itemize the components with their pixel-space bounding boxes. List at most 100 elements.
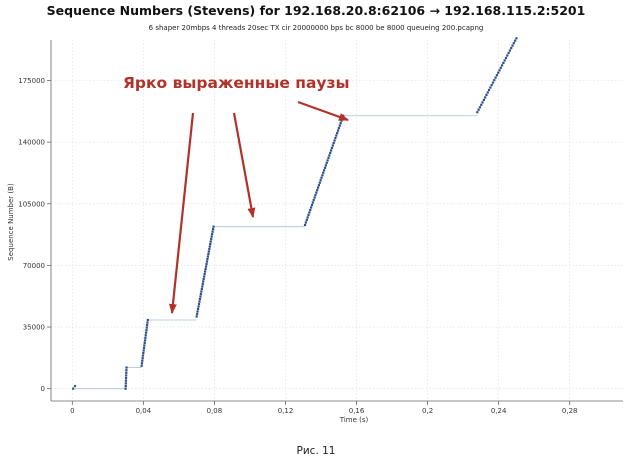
data-point: [207, 250, 210, 253]
data-point: [202, 280, 205, 283]
data-point: [342, 114, 345, 117]
data-point: [202, 277, 205, 281]
annotation-arrow-1: [168, 112, 195, 314]
chart-title: Sequence Numbers (Stevens) for 192.168.2…: [46, 3, 586, 18]
data-point: [198, 300, 201, 303]
annotation-text: Ярко выраженные паузы: [123, 74, 350, 92]
figure-caption: Рис. 11: [296, 445, 336, 457]
data-point: [206, 257, 209, 261]
data-point: [514, 39, 517, 42]
data-point: [304, 221, 307, 224]
y-tick-label: 105000: [18, 200, 45, 208]
data-point: [207, 253, 210, 256]
data-point: [204, 270, 207, 273]
data-point: [323, 169, 326, 172]
data-point: [335, 134, 338, 137]
data-point: [204, 265, 208, 268]
data-point: [310, 206, 313, 209]
data-point: [146, 323, 149, 327]
data-point: [515, 37, 518, 40]
data-point: [319, 179, 322, 182]
y-ticks: 0 35000 70000 105000 140000 175000: [18, 77, 51, 393]
data-point: [502, 61, 505, 64]
data-point: [199, 292, 202, 296]
data-point: [477, 108, 480, 111]
data-point: [201, 285, 204, 288]
data-point: [503, 59, 506, 62]
data-point: [208, 248, 211, 251]
data-point: [506, 54, 509, 57]
x-tick-label: 0: [70, 407, 74, 415]
data-point: [329, 149, 333, 152]
data-point: [212, 225, 215, 228]
data-point: [328, 154, 331, 157]
data-point: [199, 295, 202, 298]
data-point: [124, 387, 127, 390]
data-point: [211, 228, 215, 231]
data-point: [512, 42, 515, 45]
data-point: [339, 122, 342, 125]
data-point: [303, 223, 307, 227]
data-point: [310, 203, 314, 207]
data-point: [485, 93, 488, 97]
x-ticks: 0 0,04 0,08 0,12 0,16 0,2 0,24 0,28: [70, 401, 578, 415]
data-point: [124, 384, 127, 388]
data-point: [144, 334, 147, 337]
data-point: [196, 307, 200, 311]
data-point: [490, 83, 493, 87]
data-point: [306, 216, 309, 219]
data-point: [311, 201, 314, 204]
sequence-chart: 0 0,04 0,08 0,12 0,16 0,2 0,24 0,28 0 35000 70000…: [7, 37, 623, 424]
data-point: [140, 362, 144, 365]
data-point: [500, 64, 504, 67]
data-point: [329, 151, 332, 155]
data-point: [208, 245, 211, 248]
annotation-arrow-2: [232, 112, 256, 218]
data-point: [495, 74, 498, 77]
data-point: [197, 302, 201, 306]
data-point: [336, 129, 340, 132]
data-point: [323, 166, 327, 169]
annotation: Ярко выраженные паузы: [123, 74, 350, 314]
data-point: [317, 184, 321, 187]
data-point: [203, 272, 206, 276]
data-point: [72, 387, 75, 390]
data-point: [325, 161, 328, 164]
data-point: [125, 369, 128, 372]
x-tick-label: 0,24: [491, 407, 507, 415]
data-point: [124, 379, 128, 382]
data-point: [336, 131, 339, 135]
data-point: [309, 208, 312, 212]
data-point: [334, 136, 337, 140]
data-point: [144, 336, 147, 339]
data-point: [491, 81, 495, 84]
data-point: [326, 159, 329, 162]
data-point: [211, 233, 214, 236]
pause-lines: [74, 115, 478, 390]
annotation-arrow-3: [297, 100, 349, 122]
data-point: [210, 235, 213, 238]
data-point: [320, 176, 323, 179]
data-point: [511, 44, 514, 47]
data-point: [124, 377, 128, 380]
y-tick-label: 140000: [18, 139, 45, 147]
data-point: [211, 230, 214, 233]
x-tick-label: 0,12: [278, 407, 294, 415]
data-point: [125, 374, 128, 377]
data-point: [332, 141, 335, 145]
data-point: [330, 146, 334, 150]
data-point: [498, 69, 501, 72]
data-point: [312, 198, 315, 202]
data-point: [144, 331, 148, 334]
y-tick-label: 175000: [18, 77, 45, 85]
y-tick-label: 0: [41, 385, 45, 393]
data-point: [497, 71, 500, 74]
data-point: [316, 189, 319, 192]
plot-area: [51, 40, 623, 401]
data-point: [197, 305, 200, 308]
data-point: [507, 51, 510, 55]
data-point: [338, 124, 341, 127]
data-point: [141, 359, 144, 362]
data-point: [140, 364, 143, 367]
data-point: [125, 371, 128, 374]
